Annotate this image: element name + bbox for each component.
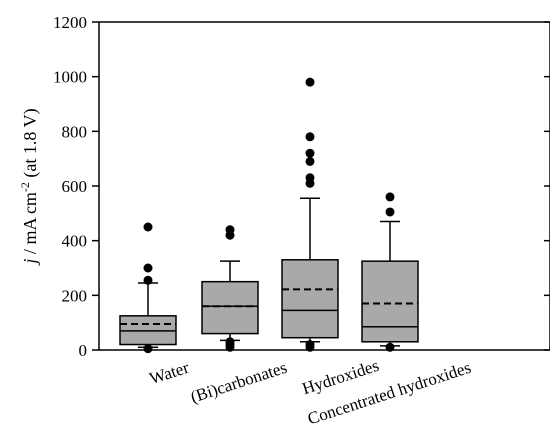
- y-axis-title-unit: / mA cm: [20, 192, 40, 259]
- y-tick-label-1000: 1000: [53, 68, 87, 87]
- y-axis-ticks: 0 200 400 600 800 1000 1200: [53, 13, 550, 360]
- outlier-3-6: [305, 178, 315, 188]
- y-tick-label-200: 200: [62, 286, 88, 305]
- boxes-group: [119, 77, 419, 354]
- box-3: [281, 259, 339, 339]
- y-axis-title-italic: j: [20, 259, 40, 266]
- y-tick-label-800: 800: [62, 122, 88, 141]
- outlier-3-8: [305, 342, 315, 352]
- outlier-3-2: [305, 132, 315, 142]
- y-tick-label-0: 0: [79, 341, 88, 360]
- outlier-4-2: [385, 207, 395, 217]
- outlier-3-3: [305, 148, 315, 158]
- x-category-label-1: Water: [147, 358, 191, 389]
- outlier-1-2: [143, 263, 153, 273]
- y-axis-title-suffix: (at 1.8 V): [20, 108, 41, 182]
- y-tick-label-600: 600: [62, 177, 88, 196]
- box-4: [361, 260, 419, 343]
- outlier-3-4: [305, 156, 315, 166]
- y-tick-label-1200: 1200: [53, 13, 87, 32]
- x-axis-labels: Water(Bi)carbonates HydroxidesConcentrate…: [147, 356, 473, 429]
- outlier-1-1: [143, 222, 153, 232]
- y-tick-label-400: 400: [62, 232, 88, 251]
- outlier-2-5: [225, 342, 235, 352]
- outlier-1-3: [143, 275, 153, 285]
- outlier-2-2: [225, 230, 235, 240]
- y-axis-title-superscript: -2: [18, 182, 32, 192]
- x-category-label-2: (Bi)carbonates: [188, 358, 289, 407]
- outlier-4-3: [385, 342, 395, 352]
- outlier-3-1: [305, 77, 315, 87]
- x-category-label-4: Concentrated hydroxides: [305, 358, 473, 429]
- y-axis-title: j / mA cm-2 (at 1.8 V): [18, 108, 41, 265]
- box-2: [201, 280, 259, 335]
- outlier-4-1: [385, 192, 395, 202]
- outlier-1-4: [143, 344, 153, 354]
